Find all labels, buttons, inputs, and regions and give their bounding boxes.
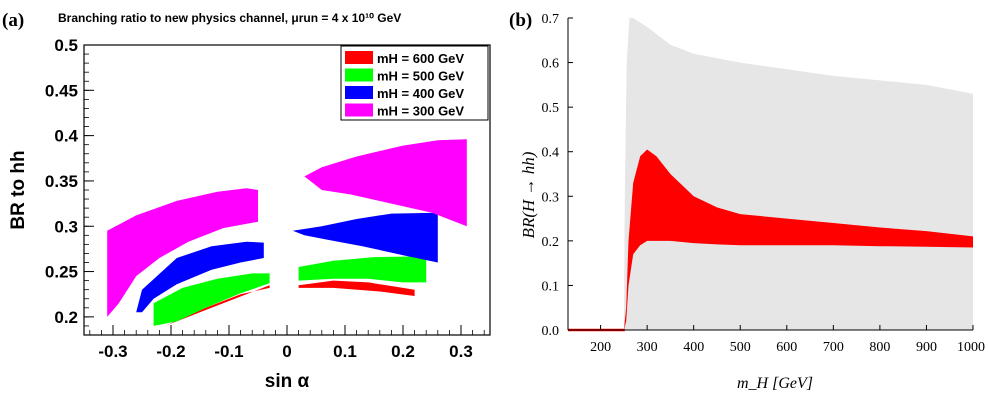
region-400gev-1 [136, 241, 264, 313]
y-tick-label: 0.4 [54, 127, 78, 146]
panel-a-legend: mH = 600 GeV mH = 500 GeV mH = 400 GeV mH =… [340, 45, 489, 121]
x-tick-label: -0.1 [214, 342, 243, 361]
y-tick-label: 0.35 [45, 172, 78, 191]
y-tick-label: 0.45 [45, 81, 78, 100]
y-tick-label: 0.25 [45, 263, 78, 282]
panel-b-plot-areas [568, 18, 973, 332]
x-tick-label: 0.1 [333, 342, 357, 361]
x-tick-label: 500 [730, 340, 751, 355]
legend-entry: mH = 500 GeV [377, 69, 464, 84]
legend-entry: mH = 400 GeV [377, 86, 464, 101]
y-tick-label: 0.7 [542, 12, 560, 27]
x-tick-label: 0.3 [449, 342, 473, 361]
x-tick-label: 0.2 [391, 342, 415, 361]
region-400gev-2 [292, 212, 438, 263]
legend-swatch [345, 51, 373, 64]
panel-b-ylabel: BR(H → hh) [519, 151, 538, 238]
panel-a-xlabel: sin α [265, 371, 310, 392]
region-300gev-2 [304, 139, 467, 227]
x-tick-label: 300 [637, 340, 658, 355]
region-300gev-1 [107, 188, 258, 317]
panel-a-label: (a) [2, 10, 24, 31]
region-500gev-2 [298, 256, 427, 283]
panel-a-title: Branching ratio to new physics channel, … [58, 11, 401, 25]
y-tick-label: 0.1 [542, 279, 560, 294]
y-tick-label: 0.5 [542, 101, 560, 116]
panel-a-ylabel: BR to hh [8, 150, 29, 229]
legend-swatch [345, 86, 373, 99]
x-tick-label: 900 [916, 340, 937, 355]
region-500gev-1 [153, 273, 270, 326]
x-tick-label: 800 [869, 340, 890, 355]
legend-entry: mH = 600 GeV [377, 51, 464, 66]
legend-swatch [345, 103, 373, 117]
panel-b-axes [567, 18, 973, 331]
legend-entry: mH = 300 GeV [377, 104, 464, 119]
region-600gev-2 [298, 280, 415, 296]
region-600gev-1 [165, 285, 270, 326]
panel-a-y-ticks: 0.2 0.25 0.3 0.35 0.4 0.45 0.5 [45, 36, 94, 336]
y-tick-label: 0.4 [542, 146, 560, 161]
panel-b-label: (b) [509, 10, 532, 31]
x-tick-label: 200 [590, 340, 611, 355]
y-tick-label: 0.5 [54, 36, 78, 55]
y-tick-label: 0.2 [542, 235, 560, 250]
legend-swatch [345, 68, 373, 82]
br-region-area [568, 149, 973, 330]
x-tick-label: -0.2 [156, 342, 185, 361]
y-tick-label: 0.2 [54, 308, 78, 327]
y-tick-label: 0.3 [54, 217, 78, 236]
y-tick-label: 0.3 [542, 190, 560, 205]
x-tick-label: 600 [776, 340, 797, 355]
panel-b-x-ticks: 200 300 400 500 600 700 800 900 1000 [590, 325, 985, 355]
y-tick-label: 0.6 [542, 57, 560, 72]
x-tick-label: 1000 [957, 340, 985, 355]
x-tick-label: 0 [282, 342, 291, 361]
panel-b-xlabel: m_H [GeV] [737, 375, 813, 392]
panel-a-plot-regions [107, 139, 467, 326]
x-tick-label: 700 [823, 340, 844, 355]
panel-a: (a) Branching ratio to new physics chann… [2, 10, 491, 392]
panel-b: (b) 0.0 0.1 0.2 0.3 0.4 0.5 0.6 0.7 200 300 400 50… [509, 10, 985, 392]
allowed-region-area [568, 18, 973, 330]
y-tick-label: 0.0 [542, 324, 560, 339]
panel-a-x-ticks: -0.3 -0.2 -0.1 0 0.1 0.2 0.3 [89, 325, 485, 361]
panel-b-y-ticks: 0.0 0.1 0.2 0.3 0.4 0.5 0.6 0.7 [542, 12, 573, 339]
x-tick-label: -0.3 [98, 342, 127, 361]
x-tick-label: 400 [683, 340, 704, 355]
